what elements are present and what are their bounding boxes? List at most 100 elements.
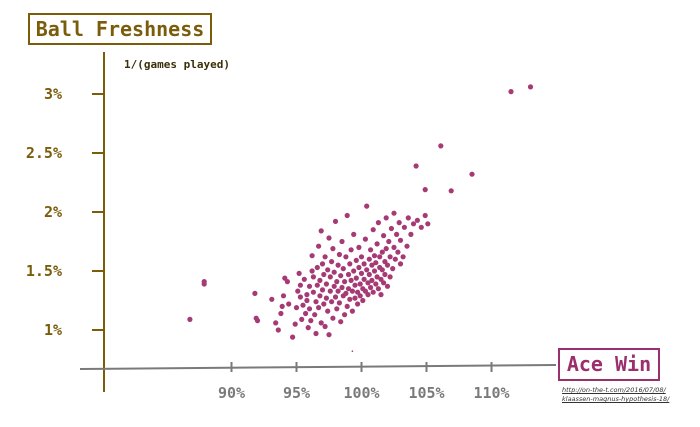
data-point <box>316 243 322 249</box>
data-point <box>313 330 319 337</box>
data-point <box>365 280 371 286</box>
y-tick-group: 1% 1.5% 2% 2.5% 3% <box>26 85 104 339</box>
data-point <box>290 334 296 340</box>
data-point <box>381 233 387 239</box>
data-point <box>386 238 392 245</box>
y-tick-label: 2.5% <box>26 144 62 162</box>
axes <box>79 52 557 392</box>
data-point <box>306 283 313 289</box>
data-point <box>338 273 344 279</box>
y-tick-label: 2% <box>44 203 62 221</box>
data-point <box>331 269 337 275</box>
x-tick-label: 100% <box>343 384 379 402</box>
data-point <box>349 308 355 314</box>
data-point <box>330 315 336 321</box>
data-point <box>304 292 310 298</box>
data-point <box>314 282 320 288</box>
data-point <box>394 231 400 237</box>
data-point <box>410 221 417 227</box>
data-point <box>297 294 303 300</box>
data-point <box>374 274 380 280</box>
data-point <box>254 318 261 324</box>
y-axis-title: Ball Freshness <box>28 13 212 45</box>
data-point <box>347 261 353 267</box>
data-point <box>397 237 404 243</box>
data-point <box>438 143 444 149</box>
data-point <box>378 292 384 298</box>
data-point <box>310 274 316 280</box>
data-point <box>327 288 333 294</box>
data-point <box>370 227 376 233</box>
data-point <box>392 256 398 262</box>
data-point <box>323 281 329 287</box>
data-point <box>332 294 339 300</box>
data-point <box>297 282 303 288</box>
y-axis-unit: 1/(games played) <box>124 58 230 71</box>
data-point <box>383 215 389 221</box>
data-point <box>331 283 337 289</box>
data-point <box>336 251 342 258</box>
data-point <box>425 221 431 227</box>
data-point <box>373 260 379 266</box>
data-point <box>353 275 359 281</box>
data-point <box>358 270 365 276</box>
data-point <box>390 266 396 272</box>
data-point <box>305 325 311 331</box>
data-point <box>279 303 285 309</box>
data-point <box>397 261 404 267</box>
source-line-1[interactable]: http://on-the-t.com/2016/07/08/ <box>562 386 666 394</box>
data-point <box>318 320 324 326</box>
data-point <box>368 247 374 253</box>
data-point <box>364 203 370 209</box>
data-point <box>361 276 367 282</box>
data-point <box>343 290 349 296</box>
data-point <box>321 301 327 307</box>
data-point <box>356 264 362 271</box>
data-point <box>299 316 305 322</box>
data-point <box>414 217 420 223</box>
data-point <box>371 268 378 274</box>
data-point <box>322 323 328 330</box>
data-point <box>355 301 361 307</box>
data-point <box>353 257 359 263</box>
data-point <box>448 188 454 194</box>
data-point <box>422 187 428 193</box>
data-point <box>342 279 348 285</box>
data-point <box>469 171 475 177</box>
data-point <box>508 89 514 95</box>
data-point <box>301 276 307 282</box>
source-line-2[interactable]: klaassen-magnus-hypothesis-18/ <box>562 395 670 403</box>
data-point <box>330 246 336 252</box>
data-point <box>309 253 315 259</box>
data-point <box>418 224 424 230</box>
data-point <box>296 270 302 276</box>
data-point <box>319 261 326 267</box>
data-point <box>365 292 371 298</box>
data-point <box>391 210 397 216</box>
data-point <box>335 262 341 268</box>
data-point <box>275 327 281 333</box>
data-point <box>326 235 332 241</box>
data-point <box>308 318 314 324</box>
data-point <box>371 253 378 259</box>
source-link[interactable]: http://on-the-t.com/2016/07/08/ klaassen… <box>562 386 692 404</box>
data-point <box>303 310 309 317</box>
data-point <box>304 297 310 304</box>
data-point <box>280 293 287 299</box>
data-point <box>345 271 352 278</box>
data-point <box>326 332 332 338</box>
data-point <box>413 163 419 169</box>
data-point <box>348 277 354 283</box>
data-point <box>355 289 361 295</box>
data-point <box>352 295 358 301</box>
data-point <box>295 288 301 294</box>
data-point <box>278 310 284 317</box>
data-point <box>366 256 372 262</box>
data-point <box>401 224 407 230</box>
data-point <box>201 281 207 287</box>
data-point <box>318 228 324 234</box>
data-point <box>391 244 397 250</box>
data-point <box>343 254 349 260</box>
data-point <box>370 289 376 295</box>
data-point <box>292 321 298 327</box>
